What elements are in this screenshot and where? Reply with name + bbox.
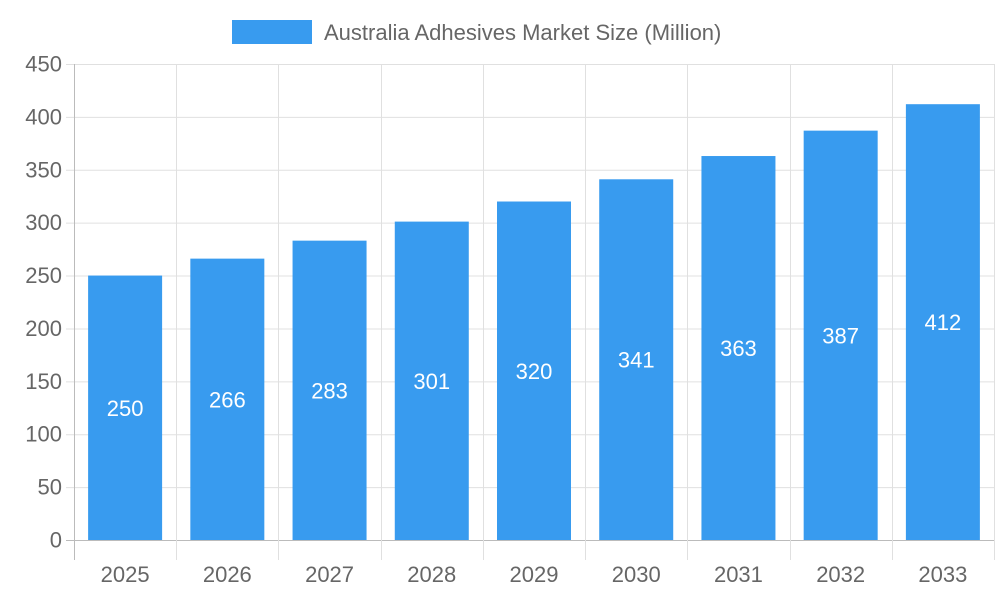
data-label: 341 <box>618 348 655 373</box>
bar <box>497 201 571 540</box>
x-tick-label: 2031 <box>714 562 763 587</box>
y-tick-label: 400 <box>25 104 62 129</box>
data-label: 320 <box>516 359 553 384</box>
legend-swatch <box>232 20 312 44</box>
data-label: 266 <box>209 387 246 412</box>
x-tick-label: 2033 <box>918 562 967 587</box>
bars: 250 266 283 301 320 341 363 387 412 <box>88 104 980 540</box>
data-label: 301 <box>413 369 450 394</box>
x-tick-label: 2029 <box>510 562 559 587</box>
bar <box>394 221 469 540</box>
bar <box>701 156 776 540</box>
x-tick-label: 2027 <box>305 562 354 587</box>
bar <box>803 130 878 540</box>
data-label: 363 <box>720 336 757 361</box>
legend[interactable]: Australia Adhesives Market Size (Million… <box>232 20 721 45</box>
bar <box>190 258 265 540</box>
y-tick-label: 200 <box>25 316 62 341</box>
y-tick-label: 50 <box>38 475 62 500</box>
y-tick-label: 100 <box>25 422 62 447</box>
x-tick-label: 2032 <box>816 562 865 587</box>
data-label: 387 <box>822 323 859 348</box>
data-label: 412 <box>925 310 962 335</box>
y-tick-label: 250 <box>25 263 62 288</box>
bar <box>88 275 163 540</box>
y-tick-label: 350 <box>25 157 62 182</box>
bar <box>292 240 367 540</box>
axes: 0 50 100 150 200 250 300 350 400 450 2025 2026 2027 2… <box>25 52 967 588</box>
bar <box>905 104 980 540</box>
data-label: 283 <box>311 378 348 403</box>
y-tick-label: 450 <box>25 52 62 77</box>
data-label: 250 <box>107 396 144 421</box>
x-tick-label: 2030 <box>612 562 661 587</box>
x-tick-label: 2025 <box>101 562 150 587</box>
x-tick-label: 2028 <box>407 562 456 587</box>
x-tick-label: 2026 <box>203 562 252 587</box>
y-tick-label: 0 <box>50 528 62 553</box>
y-tick-label: 300 <box>25 210 62 235</box>
legend-label: Australia Adhesives Market Size (Million… <box>324 20 721 45</box>
y-tick-label: 150 <box>25 369 62 394</box>
bar <box>599 179 674 540</box>
